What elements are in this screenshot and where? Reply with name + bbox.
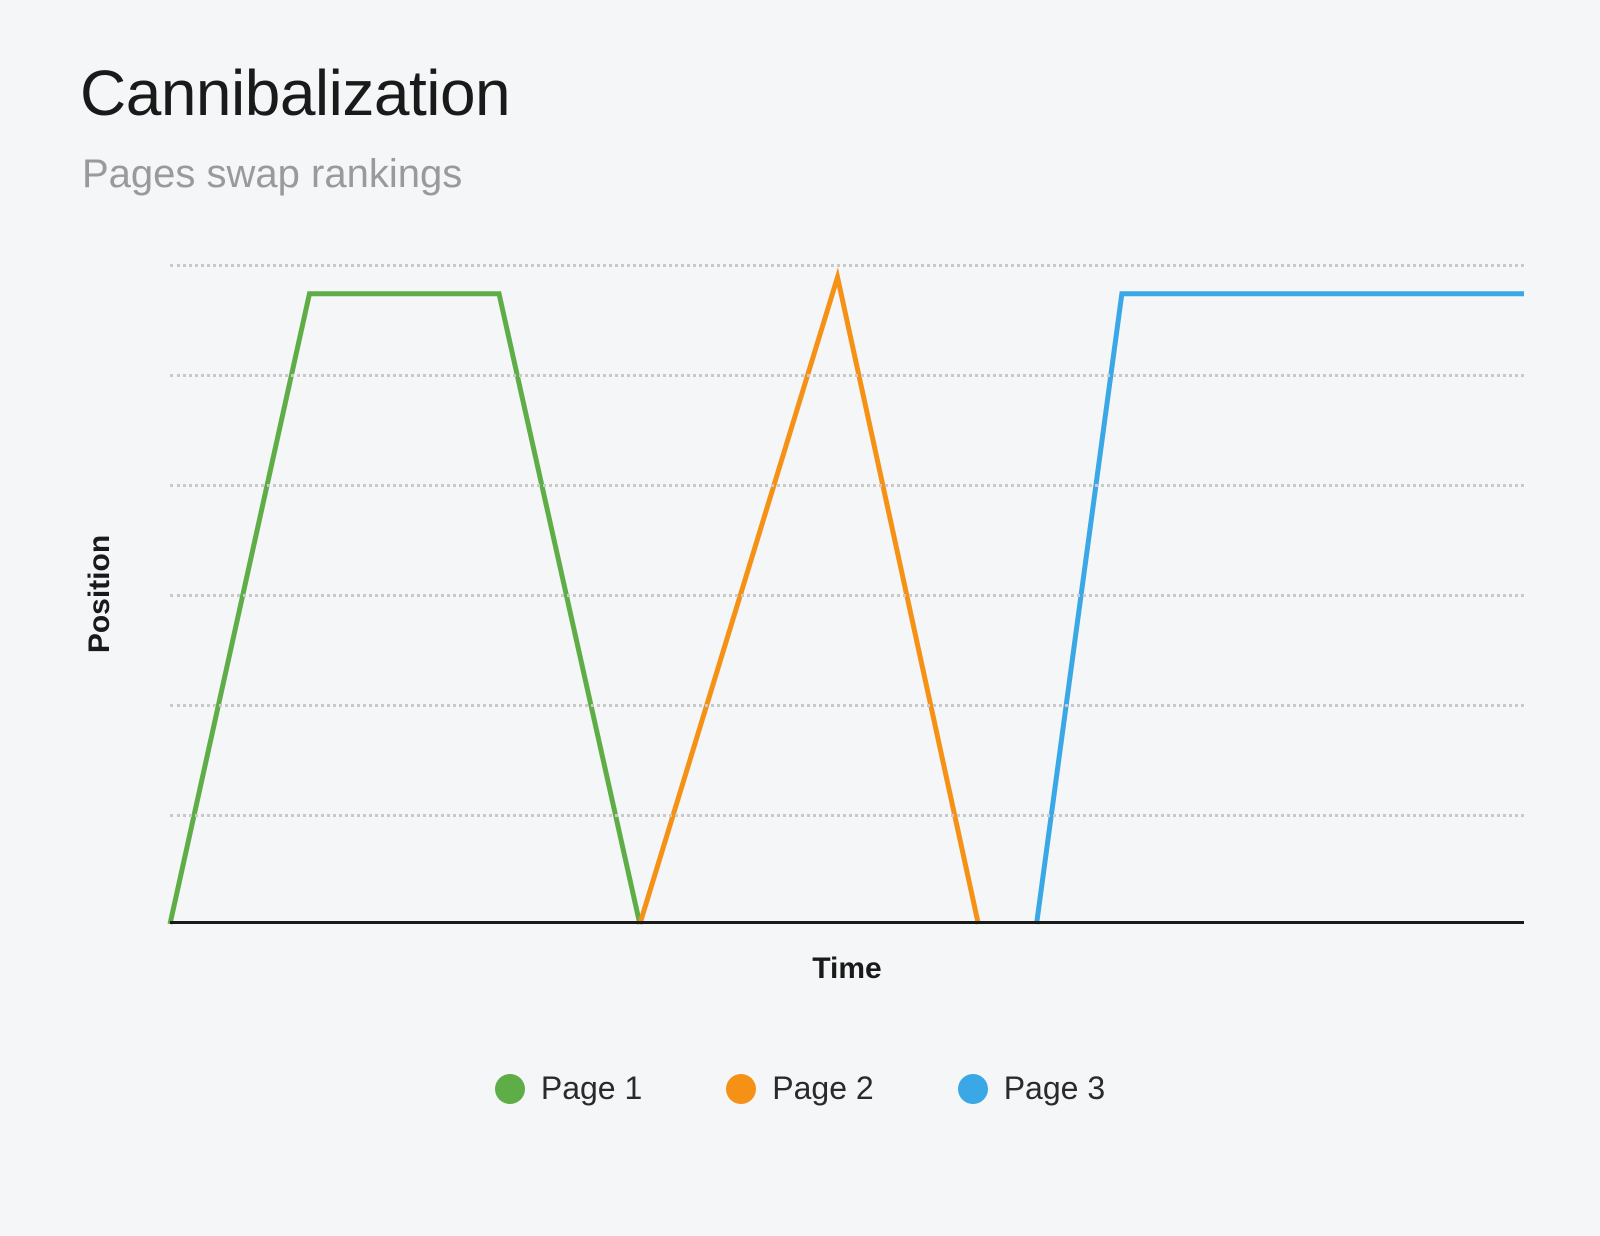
- grid-line: [170, 264, 1524, 267]
- legend-item: Page 1: [495, 1070, 642, 1107]
- chart-canvas: Cannibalization Pages swap rankings Posi…: [0, 0, 1600, 1236]
- plot-area: [170, 264, 1524, 924]
- chart-subtitle: Pages swap rankings: [82, 152, 462, 197]
- legend-dot-icon: [958, 1074, 988, 1104]
- chart-title: Cannibalization: [80, 56, 510, 130]
- legend: Page 1 Page 2 Page 3: [0, 1070, 1600, 1107]
- legend-label: Page 2: [772, 1070, 873, 1107]
- x-axis-label: Time: [787, 952, 907, 986]
- x-axis: [170, 921, 1524, 924]
- grid-line: [170, 374, 1524, 377]
- legend-dot-icon: [495, 1074, 525, 1104]
- series-line: [1037, 294, 1524, 924]
- legend-item: Page 2: [726, 1070, 873, 1107]
- grid-line: [170, 594, 1524, 597]
- series-line: [170, 294, 640, 924]
- grid-line: [170, 484, 1524, 487]
- legend-dot-icon: [726, 1074, 756, 1104]
- grid-line: [170, 814, 1524, 817]
- legend-label: Page 3: [1004, 1070, 1105, 1107]
- legend-label: Page 1: [541, 1070, 642, 1107]
- legend-item: Page 3: [958, 1070, 1105, 1107]
- y-axis-label: Position: [83, 514, 117, 674]
- grid-line: [170, 704, 1524, 707]
